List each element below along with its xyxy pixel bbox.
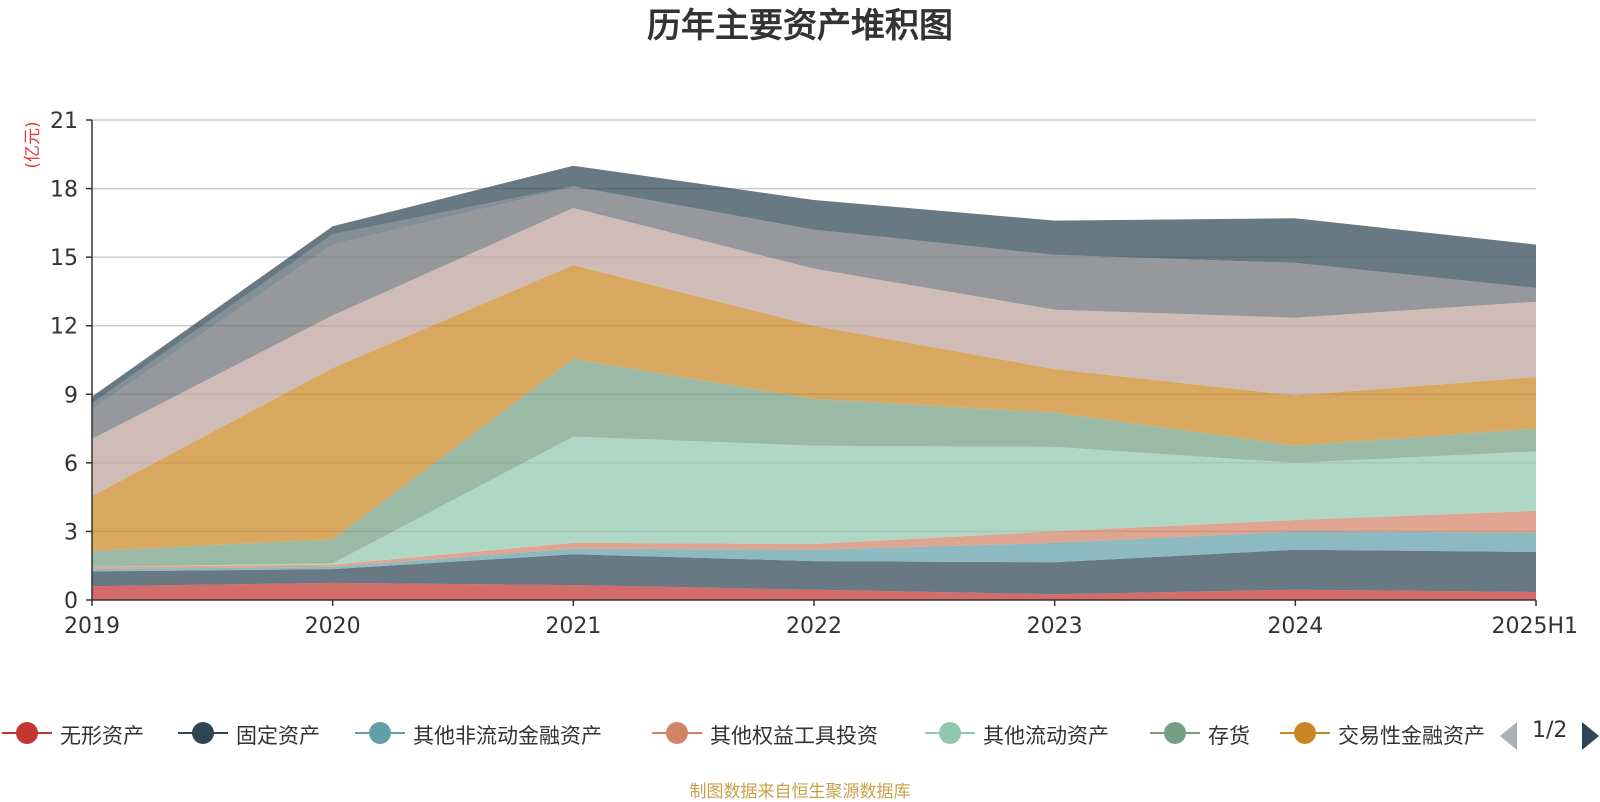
y-tick-label: 3 xyxy=(64,520,78,545)
chart-title: 历年主要资产堆积图 xyxy=(647,6,953,46)
legend-label: 其他权益工具投资 xyxy=(710,724,878,748)
x-tick-label: 2022 xyxy=(786,614,842,639)
y-tick-label: 12 xyxy=(50,315,78,340)
y-tick-label: 15 xyxy=(50,246,78,271)
x-tick-label: 2025H1 xyxy=(1491,614,1578,639)
legend-marker-icon xyxy=(1150,722,1200,744)
area-layer xyxy=(92,165,1536,600)
legend: 无形资产 固定资产 其他非流动金融资产 其他权益工具投资 其他流动资产 存货 交易性金融资产 xyxy=(0,708,1600,758)
legend-next-page-icon[interactable] xyxy=(1582,722,1599,750)
area-series-9 xyxy=(92,187,1536,439)
y-tick-label: 9 xyxy=(64,383,78,408)
x-tick-label: 2023 xyxy=(1027,614,1083,639)
legend-page-indicator: 1/2 xyxy=(1532,718,1568,743)
axes: 0 3 6 9 12 15 18 21 2019 2020 2021 2022 2023 2024 2025… xyxy=(50,109,1578,639)
area-series-5 xyxy=(92,436,1536,567)
legend-marker-icon xyxy=(355,722,405,744)
y-tick-label: 6 xyxy=(64,452,78,477)
legend-label: 无形资产 xyxy=(60,724,144,748)
legend-label: 其他非流动金融资产 xyxy=(413,724,602,748)
y-tick-label: 21 xyxy=(50,109,78,134)
legend-label: 存货 xyxy=(1208,724,1250,748)
data-source-note: 制图数据来自恒生聚源数据库 xyxy=(689,782,911,802)
x-tick-label: 2024 xyxy=(1267,614,1323,639)
area-series-2 xyxy=(92,549,1536,595)
legend-marker-icon xyxy=(925,722,975,744)
y-tick-label: 18 xyxy=(50,178,78,203)
legend-marker-icon xyxy=(652,722,702,744)
legend-label: 固定资产 xyxy=(236,724,320,748)
legend-marker-icon xyxy=(178,722,228,744)
area-series-7 xyxy=(92,265,1536,551)
legend-label: 其他流动资产 xyxy=(983,724,1109,748)
legend-pager: 1/2 xyxy=(1500,716,1600,752)
area-series-3 xyxy=(92,531,1536,572)
area-series-4 xyxy=(92,510,1536,570)
legend-marker-icon xyxy=(2,722,52,744)
area-series-1 xyxy=(92,582,1536,600)
legend-label: 交易性金融资产 xyxy=(1338,724,1485,748)
legend-marker-icon xyxy=(1280,722,1330,744)
area-series-11 xyxy=(92,165,1536,404)
x-tick-label: 2019 xyxy=(64,614,120,639)
x-tick-label: 2021 xyxy=(545,614,601,639)
area-series-6 xyxy=(92,358,1536,567)
area-series-8 xyxy=(92,208,1536,496)
x-tick-label: 2020 xyxy=(305,614,361,639)
y-axis-unit-label: (亿元) xyxy=(23,121,43,168)
y-tick-label: 0 xyxy=(64,589,78,614)
legend-prev-page-icon[interactable] xyxy=(1500,722,1517,750)
